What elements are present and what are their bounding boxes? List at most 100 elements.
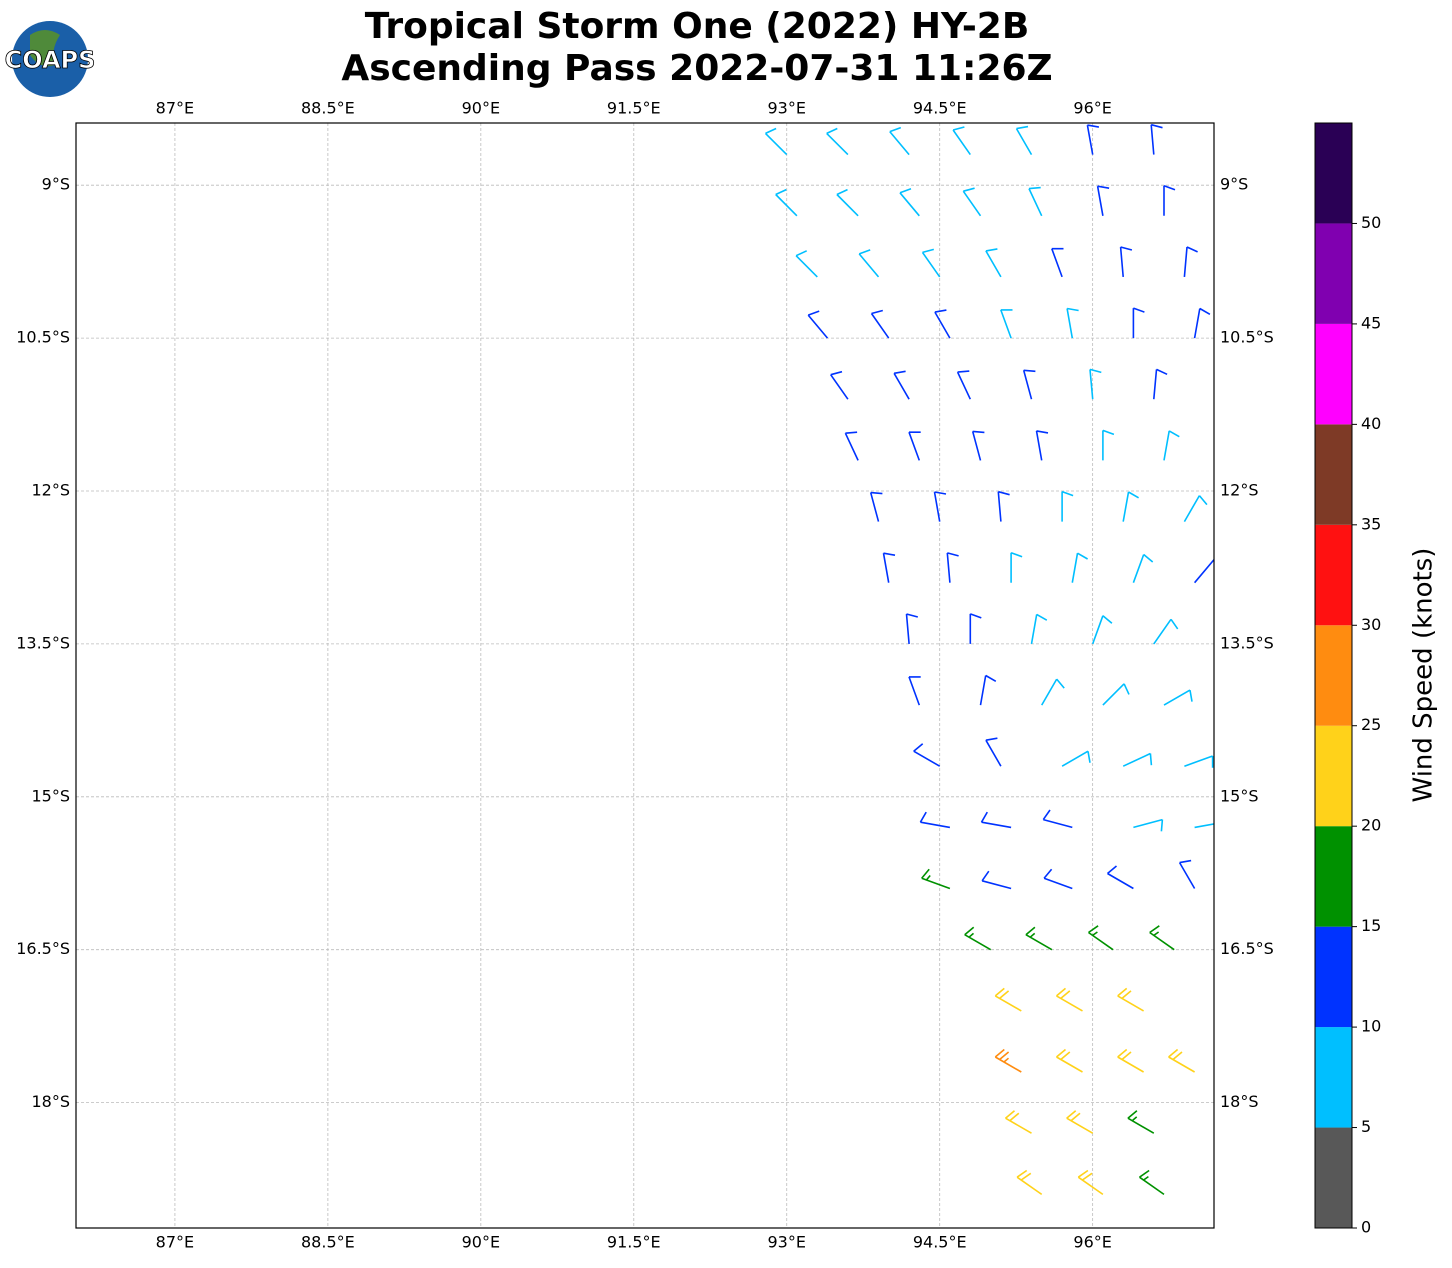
wind-barb bbox=[1022, 369, 1036, 400]
wind-barb bbox=[985, 737, 1002, 767]
wind-barb bbox=[1035, 430, 1049, 461]
colorbar-bin bbox=[1315, 123, 1352, 224]
map-frame bbox=[75, 122, 1215, 1229]
wind-barb bbox=[1163, 430, 1180, 461]
x-tick-label: 88.5°E bbox=[301, 1233, 355, 1252]
wind-barb bbox=[889, 126, 910, 156]
wind-barb bbox=[1117, 987, 1145, 1012]
wind-barb bbox=[1016, 1169, 1043, 1196]
wind-barb bbox=[1043, 868, 1073, 890]
wind-barb bbox=[1055, 1048, 1083, 1073]
wind-barb bbox=[946, 552, 959, 583]
wind-barb bbox=[1194, 823, 1214, 829]
wind-barb bbox=[1178, 859, 1196, 889]
y-tick-label: 10.5°S bbox=[1220, 328, 1274, 347]
wind-barb bbox=[775, 188, 798, 217]
wind-barb bbox=[893, 370, 910, 400]
wind-barb bbox=[1030, 613, 1048, 645]
wind-barb bbox=[934, 309, 951, 339]
wind-barb bbox=[1102, 683, 1130, 706]
wind-barb bbox=[1089, 368, 1102, 400]
wind-barb bbox=[870, 309, 890, 339]
colorbar-frame bbox=[1314, 122, 1353, 1229]
colorbar-tick-label: 5 bbox=[1361, 1117, 1371, 1136]
wind-barb bbox=[1184, 755, 1214, 768]
logo-land bbox=[30, 30, 60, 67]
wind-barb bbox=[956, 370, 972, 400]
wind-barb bbox=[1150, 123, 1163, 155]
wind-barb bbox=[1133, 818, 1164, 832]
wind-barb bbox=[1028, 186, 1043, 217]
y-tick-label: 13.5°S bbox=[1220, 633, 1274, 652]
colorbar-tick-label: 0 bbox=[1361, 1218, 1371, 1237]
wind-barb bbox=[921, 868, 951, 890]
wind-barb bbox=[962, 187, 982, 217]
y-tick-label: 16.5°S bbox=[16, 939, 70, 958]
wind-barb bbox=[1183, 246, 1198, 277]
wind-barb bbox=[1096, 185, 1110, 216]
chart-subtitle: Ascending Pass 2022-07-31 11:26Z bbox=[341, 48, 1052, 89]
colorbar-bin bbox=[1315, 1027, 1352, 1128]
x-tick-label: 96°E bbox=[1073, 99, 1111, 118]
wind-barb bbox=[1010, 551, 1023, 583]
wind-barb bbox=[1071, 552, 1088, 583]
colorbar-bin bbox=[1315, 424, 1352, 525]
colorbar-bin bbox=[1315, 826, 1352, 927]
wind-barb bbox=[1119, 246, 1133, 277]
wind-barb bbox=[1025, 926, 1053, 951]
x-tick-label: 94.5°E bbox=[913, 1233, 967, 1252]
colorbar-tick-label: 20 bbox=[1361, 816, 1381, 835]
wind-barb bbox=[1132, 307, 1145, 339]
y-tick-label: 12°S bbox=[31, 480, 70, 499]
wind-barb bbox=[1163, 185, 1176, 216]
wind-barb bbox=[1066, 1110, 1094, 1134]
x-tick-label: 87°E bbox=[156, 1233, 194, 1252]
colorbar-tick-label: 45 bbox=[1361, 313, 1381, 332]
wind-barb bbox=[1042, 809, 1073, 829]
colorbar-label: Wind Speed (knots) bbox=[1409, 548, 1439, 803]
wind-barb bbox=[807, 310, 829, 339]
wind-barb bbox=[1066, 307, 1079, 339]
wind-barb bbox=[899, 188, 920, 217]
wind-barb bbox=[981, 870, 1012, 890]
wind-barb bbox=[1088, 925, 1114, 951]
colorbar-bin bbox=[1315, 926, 1352, 1028]
wind-barb bbox=[1077, 1169, 1104, 1196]
x-tick-label: 91.5°E bbox=[607, 1233, 661, 1252]
wind-barb bbox=[913, 743, 941, 767]
barb-layer bbox=[764, 123, 1214, 1196]
x-tick-label: 91.5°E bbox=[607, 99, 661, 118]
wind-barb bbox=[1004, 1110, 1032, 1134]
x-tick-label: 96°E bbox=[1073, 1233, 1111, 1252]
y-tick-label: 18°S bbox=[1220, 1092, 1259, 1111]
colorbar-tick-label: 10 bbox=[1361, 1017, 1381, 1036]
x-tick-label: 90°E bbox=[462, 1233, 500, 1252]
wind-barb bbox=[905, 613, 919, 644]
wind-barb bbox=[985, 248, 1002, 278]
colorbar-tick-label: 30 bbox=[1361, 615, 1381, 634]
wind-barb bbox=[908, 676, 921, 706]
y-tick-label: 9°S bbox=[1220, 175, 1248, 194]
y-tick-label: 10.5°S bbox=[16, 328, 70, 347]
x-tick-label: 93°E bbox=[768, 99, 806, 118]
wind-barb bbox=[764, 127, 788, 156]
wind-barb bbox=[836, 188, 859, 217]
wind-barb bbox=[1153, 368, 1168, 400]
y-tick-label: 15°S bbox=[1220, 786, 1259, 805]
logo: COAPS bbox=[4, 21, 96, 97]
wind-barb bbox=[1086, 124, 1100, 155]
wind-barb bbox=[826, 127, 849, 156]
wind-barb bbox=[1000, 309, 1013, 339]
wind-barb bbox=[1051, 247, 1064, 278]
wind-barb bbox=[1139, 1169, 1165, 1196]
wind-barb bbox=[1149, 925, 1175, 951]
wind-barb bbox=[844, 431, 859, 461]
wind-barb bbox=[980, 811, 1012, 829]
wind-barb bbox=[1061, 490, 1074, 522]
wind-barb bbox=[1041, 678, 1065, 706]
wind-barb bbox=[971, 430, 985, 461]
wind-barb bbox=[1091, 615, 1113, 645]
colorbar-tick-label: 35 bbox=[1361, 514, 1381, 533]
wind-barb bbox=[921, 248, 941, 278]
